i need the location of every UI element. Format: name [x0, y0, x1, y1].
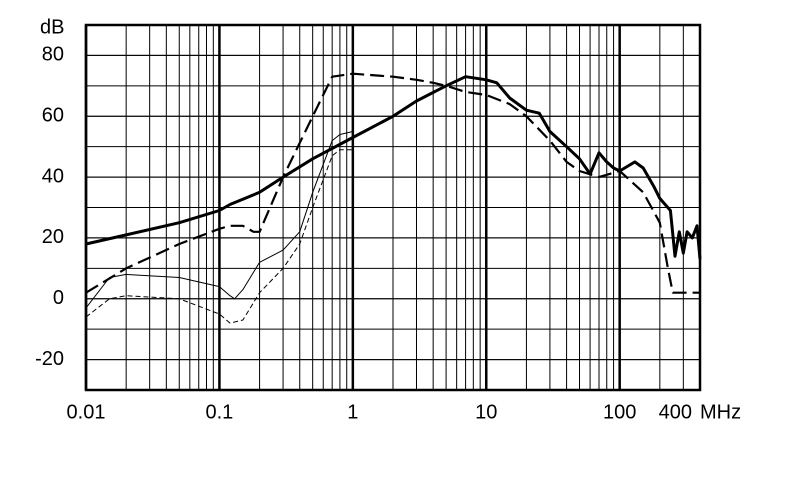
y-tick-label: 0: [53, 287, 64, 309]
y-tick-label: 60: [42, 105, 64, 127]
x-tick-label: 1: [347, 401, 358, 423]
x-tick-label: 0.01: [67, 401, 106, 423]
series-line: [85, 72, 700, 294]
series-line: [85, 131, 353, 309]
x-axis-label: MHz: [700, 401, 741, 423]
series-line: [85, 75, 702, 260]
x-tick-label: 0.1: [206, 401, 234, 423]
y-axis-label: dB: [40, 16, 64, 38]
series-line: [85, 149, 353, 324]
y-tick-label: 80: [42, 44, 64, 66]
x-tick-label: 10: [475, 401, 497, 423]
y-tick-label: -20: [35, 348, 64, 370]
x-tick-label: 400: [659, 401, 692, 423]
x-tick-label: 100: [603, 401, 636, 423]
y-tick-label: 40: [42, 165, 64, 187]
y-tick-label: 20: [42, 226, 64, 248]
